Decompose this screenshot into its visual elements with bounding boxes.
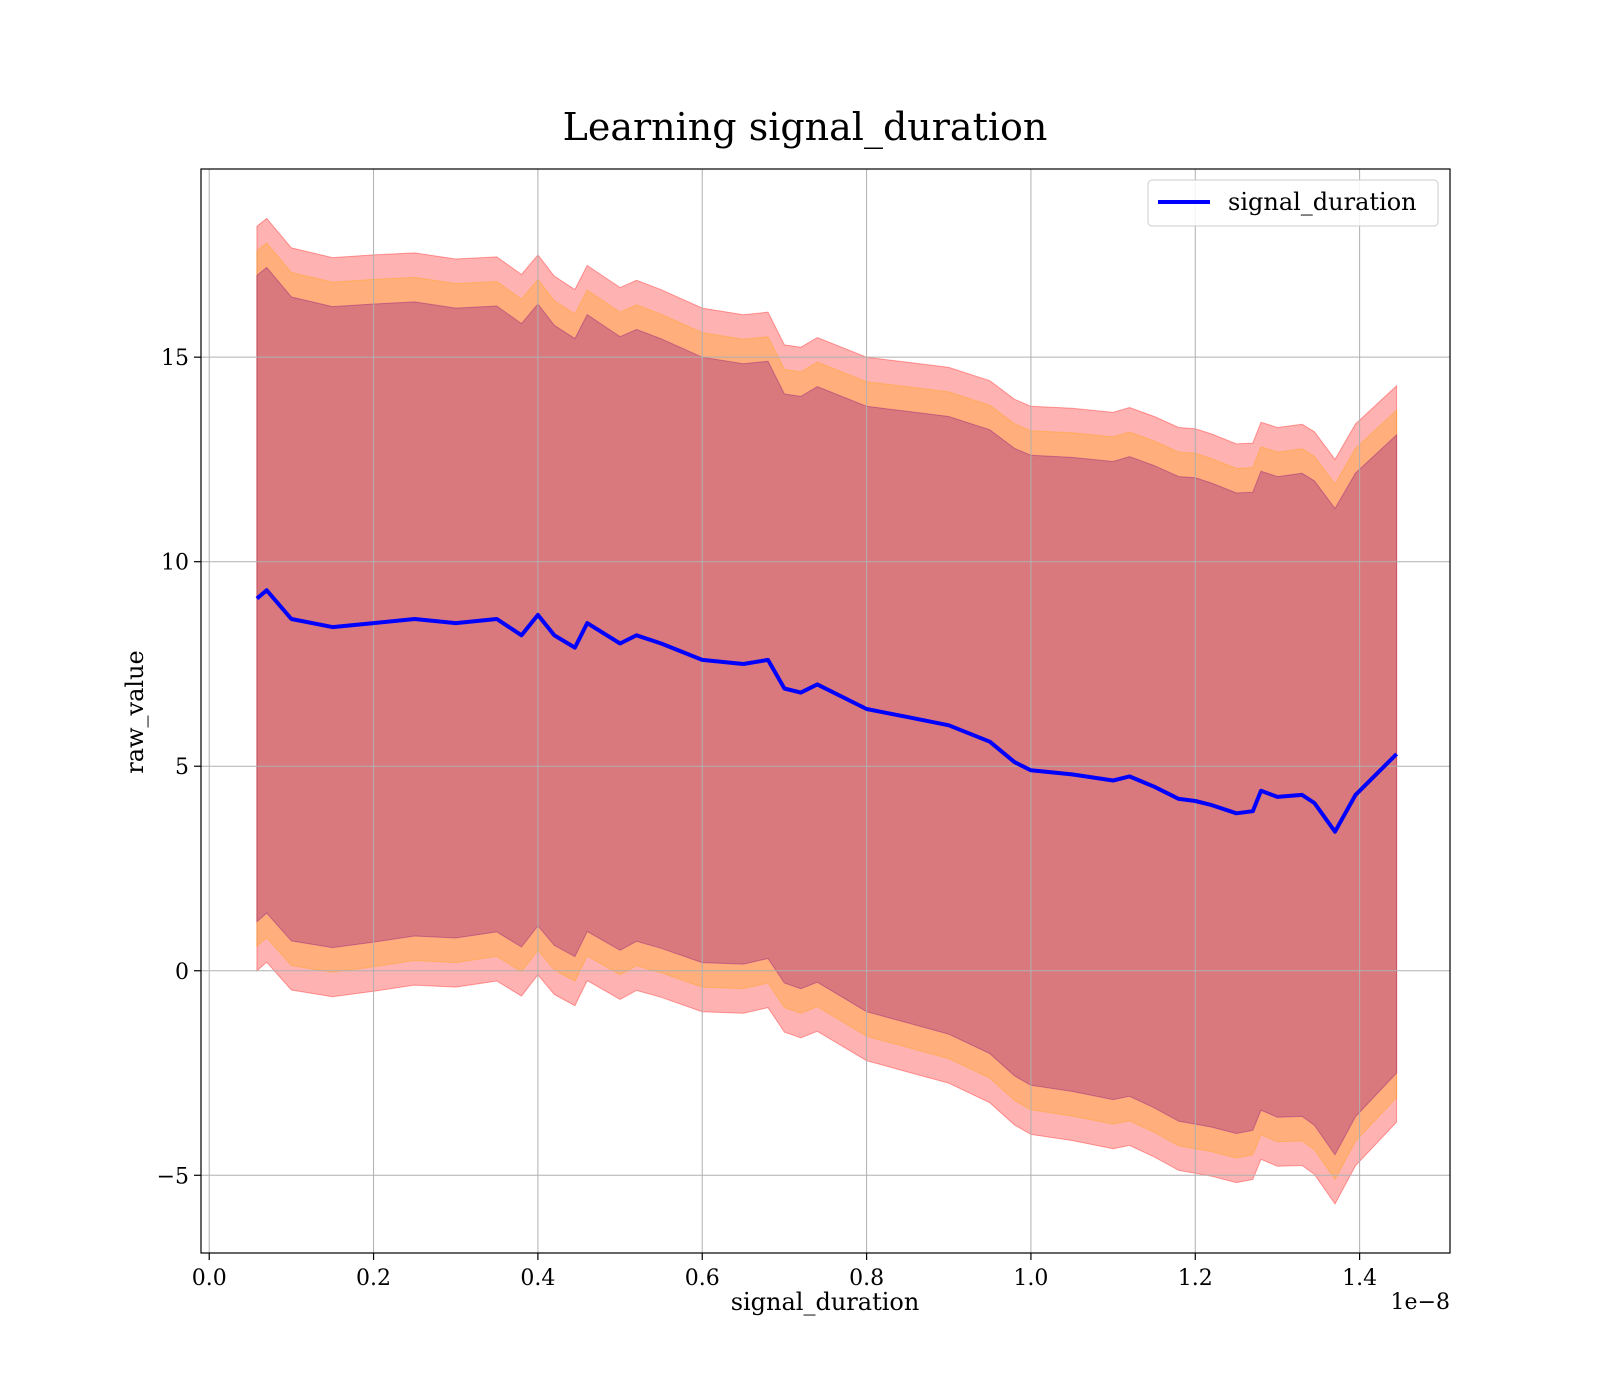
band-3-sigma (256, 217, 1398, 1205)
grid (201, 169, 1450, 1253)
series-lines (255, 588, 1399, 834)
y-tick-label: 15 (161, 346, 189, 371)
plot-frame (200, 168, 1451, 1254)
confidence-bands (256, 217, 1398, 1205)
band-2-sigma (256, 242, 1398, 1181)
legend-label: signal_duration (1228, 188, 1417, 216)
chart-title: Learning signal_duration (563, 105, 1048, 150)
x-tick-label: 0.4 (520, 1266, 555, 1291)
x-axis-ticks: 0.0 0.2 0.4 0.6 0.8 1.0 1.2 1.4 (192, 1253, 1377, 1291)
y-axis-title: raw_value (121, 650, 149, 774)
y-tick-label: 10 (161, 551, 189, 576)
y-tick-label: 5 (175, 755, 189, 780)
y-axis-ticks: −5 0 5 10 15 (157, 346, 201, 1189)
x-tick-label: 0.6 (685, 1266, 720, 1291)
y-tick-label: −5 (157, 1164, 189, 1189)
y-tick-label: 0 (175, 960, 189, 985)
band-1-sigma (256, 266, 1398, 1156)
x-tick-label: 1.4 (1342, 1266, 1377, 1291)
x-tick-label: 1.2 (1178, 1266, 1213, 1291)
x-tick-label: 1.0 (1013, 1266, 1048, 1291)
legend-box (1147, 179, 1439, 227)
x-tick-label: 0.8 (849, 1266, 884, 1291)
series-line-signal-duration (255, 588, 1399, 834)
x-axis-scale-label: 1e−8 (1391, 1290, 1450, 1315)
x-tick-label: 0.2 (356, 1266, 391, 1291)
x-tick-label: 0.0 (192, 1266, 227, 1291)
x-axis-title: signal_duration (731, 1288, 920, 1316)
legend: signal_duration (1147, 179, 1439, 227)
